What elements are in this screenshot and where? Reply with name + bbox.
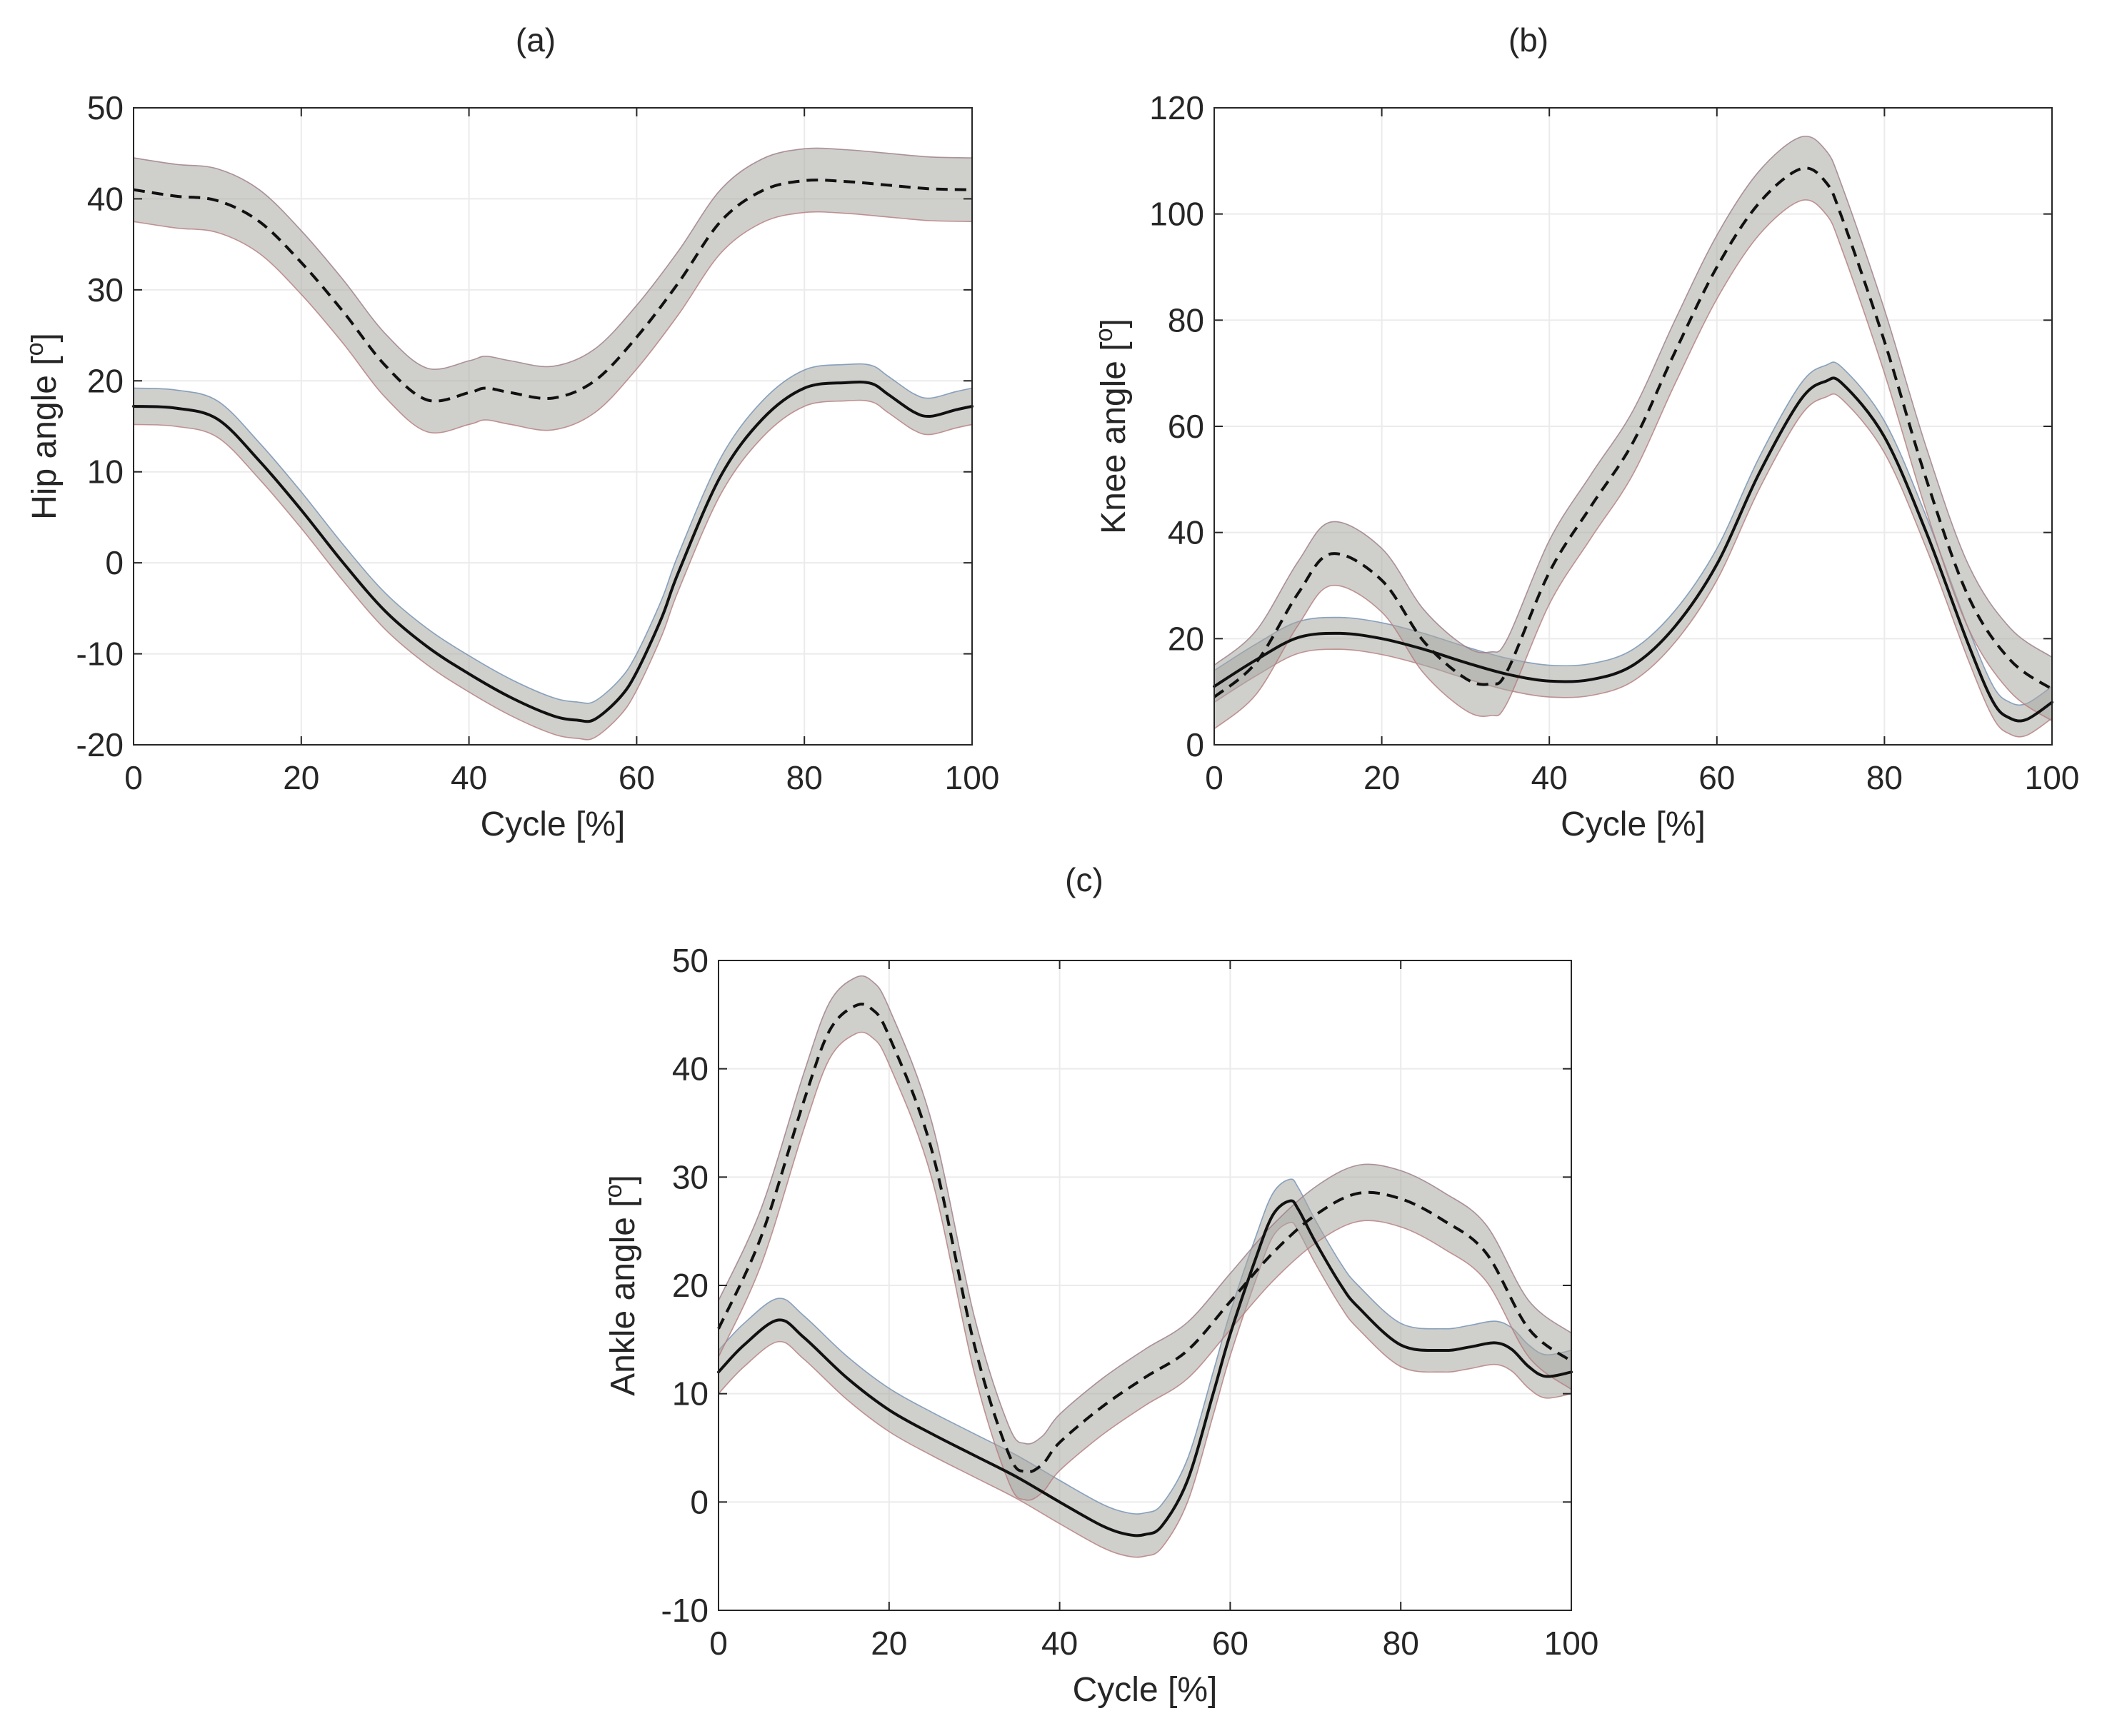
series-line-dashed bbox=[1213, 166, 2053, 698]
x-tick-label: 0 bbox=[709, 1625, 728, 1662]
y-tick-label: -10 bbox=[76, 636, 124, 673]
y-tick-label: -20 bbox=[76, 726, 124, 763]
panel-label: (c) bbox=[1065, 861, 1103, 898]
sd-band-upper-edge-dashed bbox=[133, 147, 973, 370]
x-tick-label: 100 bbox=[945, 759, 1000, 796]
y-tick-label: 40 bbox=[672, 1050, 709, 1088]
y-tick-label: 10 bbox=[87, 453, 124, 491]
y-axis-label-close: ] bbox=[604, 1175, 642, 1184]
x-tick-label: 20 bbox=[871, 1625, 907, 1662]
sd-band-lower-edge-solid bbox=[718, 1222, 1572, 1558]
y-axis-label: Hip angle [o] bbox=[21, 333, 64, 520]
y-tick-label: 50 bbox=[87, 89, 124, 126]
y-tick-label: 80 bbox=[1168, 301, 1204, 338]
sd-band-dashed bbox=[1214, 136, 2052, 729]
x-tick-label: 80 bbox=[786, 759, 823, 796]
chart-panel-2: (b) 0 20 40 60 80 100 0 20 40 60 80 100 120 Cycle [%] K… bbox=[1091, 21, 2079, 843]
x-tick-label: 40 bbox=[451, 759, 487, 796]
sd-band-lower-edge-solid bbox=[133, 399, 973, 741]
x-axis-label: Cycle [%] bbox=[1073, 1671, 1218, 1709]
x-axis-label: Cycle [%] bbox=[1561, 806, 1706, 843]
y-tick-label: 0 bbox=[690, 1483, 709, 1520]
sd-band-upper-edge-solid bbox=[133, 363, 973, 704]
y-tick-label: 0 bbox=[105, 544, 124, 581]
x-tick-label: 60 bbox=[619, 759, 655, 796]
series-line-dashed bbox=[717, 1003, 1573, 1474]
panel-label: (b) bbox=[1508, 21, 1548, 59]
x-tick-label: 100 bbox=[2025, 759, 2080, 796]
sd-band-lower-edge-dashed bbox=[1213, 199, 2053, 730]
y-tick-label: 20 bbox=[1168, 620, 1204, 657]
x-tick-label: 60 bbox=[1212, 1625, 1248, 1662]
series-line-solid bbox=[1213, 376, 2053, 723]
y-axis-label-unit: o bbox=[21, 342, 49, 356]
y-tick-label: -10 bbox=[661, 1592, 709, 1629]
sd-band-dashed bbox=[134, 148, 972, 433]
y-tick-label: 0 bbox=[1186, 726, 1204, 763]
y-axis-label-text: Knee angle [ bbox=[1095, 341, 1133, 534]
y-tick-label: 20 bbox=[672, 1267, 709, 1304]
sd-band-upper-edge-solid bbox=[718, 1178, 1572, 1515]
x-tick-label: 20 bbox=[283, 759, 319, 796]
sd-band-upper-edge-dashed bbox=[718, 975, 1572, 1445]
y-tick-label: 100 bbox=[1149, 196, 1204, 233]
y-axis-label-close: ] bbox=[1095, 318, 1133, 328]
y-tick-label: 50 bbox=[672, 942, 709, 979]
x-tick-label: 100 bbox=[1544, 1625, 1599, 1662]
x-tick-label: 0 bbox=[124, 759, 143, 796]
y-tick-label: 60 bbox=[1168, 408, 1204, 445]
sd-band-lower-edge-solid bbox=[1213, 393, 2053, 738]
series-line-solid bbox=[132, 381, 974, 723]
x-tick-label: 60 bbox=[1698, 759, 1735, 796]
y-axis-label-close: ] bbox=[26, 333, 64, 342]
sd-band-lower-edge-dashed bbox=[133, 211, 973, 433]
y-tick-label: 40 bbox=[1168, 514, 1204, 551]
x-tick-label: 40 bbox=[1041, 1625, 1078, 1662]
series-line-solid bbox=[717, 1199, 1573, 1537]
y-axis-label-unit: o bbox=[600, 1184, 627, 1198]
y-axis-label-unit: o bbox=[1091, 328, 1118, 341]
sd-band-dashed bbox=[719, 975, 1571, 1500]
y-tick-label: 120 bbox=[1149, 89, 1204, 126]
x-tick-label: 80 bbox=[1866, 759, 1903, 796]
y-axis-label: Ankle angle [o] bbox=[600, 1175, 642, 1396]
chart-panel-1: (a) 0 20 40 60 80 100 -20 -10 0 10 20 30 40 50 Cycle [%… bbox=[21, 21, 999, 843]
y-tick-label: 40 bbox=[87, 180, 124, 217]
y-axis-label: Knee angle [o] bbox=[1091, 318, 1133, 534]
series-line-dashed bbox=[133, 179, 973, 403]
y-tick-label: 10 bbox=[672, 1375, 709, 1413]
x-tick-label: 80 bbox=[1383, 1625, 1419, 1662]
axes-frame bbox=[133, 107, 973, 746]
x-tick-label: 40 bbox=[1531, 759, 1568, 796]
panel-label: (a) bbox=[516, 21, 556, 59]
y-tick-label: 20 bbox=[87, 362, 124, 399]
y-axis-label-text: Hip angle [ bbox=[26, 356, 64, 519]
x-tick-label: 20 bbox=[1363, 759, 1400, 796]
y-tick-label: 30 bbox=[672, 1158, 709, 1195]
x-axis-label: Cycle [%] bbox=[481, 806, 626, 843]
y-tick-label: 30 bbox=[87, 271, 124, 308]
y-axis-label-text: Ankle angle [ bbox=[604, 1198, 642, 1396]
x-tick-label: 0 bbox=[1205, 759, 1223, 796]
sd-band-upper-edge-dashed bbox=[1213, 135, 2053, 666]
